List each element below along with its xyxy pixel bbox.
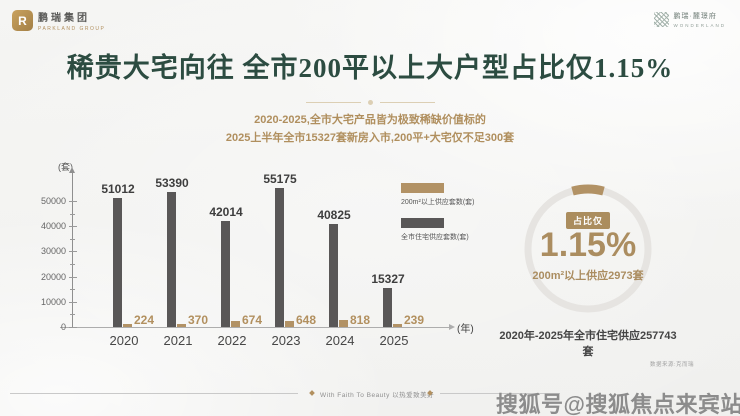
legend-swatch-tan: [401, 183, 444, 193]
total-supply-value-label: 40825: [317, 208, 351, 223]
y-axis-tick: [70, 213, 75, 215]
data-source-note: 数据来源:克而瑞: [650, 362, 695, 368]
x-axis-year-label: 2022: [217, 333, 247, 348]
legend-item-200m2: 200m²以上供应套数(套): [401, 183, 475, 207]
total-supply-bar: [167, 192, 176, 327]
y-axis-tick-label: 0: [60, 322, 66, 332]
y-axis-tick-label: 50000: [40, 196, 66, 206]
total-supply-bar: [275, 187, 284, 327]
ratio-value: 1.15%: [539, 226, 637, 264]
legend-label: 全市住宅供应套数(套): [401, 234, 469, 241]
x-axis-year-label: 2020: [109, 333, 139, 348]
total-supply-bar: [329, 224, 338, 327]
total-supply-value-label: 15327: [371, 272, 405, 287]
y-axis-tick: [69, 327, 77, 328]
total-supply-value-label: 51012: [101, 182, 135, 197]
large-unit-value-label: 818: [350, 313, 371, 327]
large-unit-bar: [285, 321, 294, 327]
x-axis-unit-label: (年): [457, 324, 474, 335]
large-unit-value-label: 648: [296, 313, 317, 327]
ratio-badge: 占比仅: [565, 212, 610, 229]
project-logo-name: 鹏瑞·麓璟府: [673, 13, 717, 20]
large-unit-bar: [393, 324, 402, 327]
x-axis-year-label: 2023: [271, 333, 301, 348]
ratio-caption: 200m²以上供应2973套: [532, 270, 644, 282]
total-supply-bar: [221, 221, 230, 327]
y-axis-tick: [69, 226, 77, 228]
page-title: 稀贵大宅向往 全市200平以上大户型占比仅1.15%: [66, 53, 674, 83]
divider-line: [379, 102, 435, 103]
large-unit-value-label: 370: [188, 313, 209, 327]
footer-line-right: [440, 393, 560, 394]
x-axis-line: [60, 327, 450, 328]
y-axis-tick-label: 40000: [40, 221, 66, 232]
y-axis-tick-label: 30000: [40, 246, 66, 257]
project-logo-subtitle: WONDERLAND: [673, 22, 726, 28]
chart-legend: 200m²以上供应套数(套) 全市住宅供应套数(套): [401, 183, 475, 242]
large-unit-value-label: 224: [134, 313, 155, 327]
y-axis-tick: [69, 251, 77, 253]
total-supply-bar: [383, 288, 392, 327]
x-axis-year-label: 2025: [379, 333, 409, 348]
large-unit-bar: [177, 324, 186, 327]
y-axis-tick-label: 20000: [40, 271, 66, 282]
seal-icon: [654, 11, 670, 27]
large-unit-value-label: 674: [242, 313, 263, 327]
subtitle-line-2: 2025上半年全市15327套新房入市,200平+大宅仅不足300套: [225, 132, 515, 144]
x-axis-arrow-icon: [449, 324, 455, 330]
total-supply-footnote: 2020年-2025年全市住宅供应257743套: [499, 330, 677, 358]
y-axis-tick: [70, 238, 75, 240]
large-unit-bar: [123, 324, 132, 327]
parkland-logo-icon: R: [12, 10, 33, 31]
parkland-logo-subtitle: PARKLAND GROUP: [38, 26, 106, 32]
y-axis-tick: [69, 201, 77, 202]
y-axis-line: [72, 173, 73, 327]
legend-item-total: 全市住宅供应套数(套): [401, 218, 475, 242]
y-axis-unit-label: (套): [58, 162, 73, 172]
y-axis-tick: [70, 264, 75, 265]
diamond-ornament-icon: [309, 390, 315, 396]
large-unit-bar: [231, 321, 240, 327]
large-unit-bar: [339, 320, 348, 327]
large-unit-value-label: 239: [404, 313, 425, 327]
title-divider: [0, 100, 740, 105]
donut-ring: [523, 184, 653, 314]
footer-slogan: With Faith To Beauty 以热爱致美好: [320, 392, 435, 399]
subtitle-line-1: 2020-2025,全市大宅产品皆为极致稀缺价值标的: [254, 114, 486, 126]
x-axis-year-label: 2024: [325, 333, 355, 348]
legend-swatch-gray: [401, 218, 444, 228]
parkland-logo-name: 鹏瑞集团: [38, 13, 90, 24]
footer-line-left: [10, 393, 298, 394]
total-supply-value-label: 42014: [209, 205, 243, 220]
y-axis-tick: [70, 314, 75, 316]
y-axis-tick-label: 10000: [40, 296, 66, 307]
divider-dot: [367, 100, 373, 105]
legend-label: 200m²以上供应套数(套): [401, 199, 475, 206]
x-axis-year-label: 2021: [163, 333, 193, 348]
sohu-watermark: 搜狐号@搜狐焦点来宾站: [496, 392, 740, 416]
y-axis-tick: [70, 289, 75, 291]
project-logo: 鹏瑞·麓璟府 WONDERLAND: [654, 11, 726, 28]
divider-line: [305, 102, 361, 103]
y-axis-arrow-icon: [69, 167, 75, 173]
total-supply-value-label: 53390: [155, 176, 189, 191]
total-supply-bar: [113, 198, 122, 327]
y-axis-tick: [69, 276, 77, 278]
parkland-logo: R 鹏瑞集团 PARKLAND GROUP: [12, 9, 105, 32]
y-axis-tick: [69, 301, 77, 303]
total-supply-value-label: 55175: [263, 171, 297, 186]
